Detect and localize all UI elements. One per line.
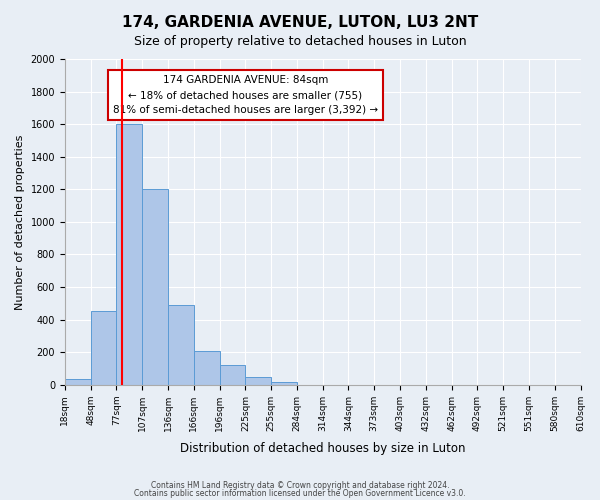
Bar (245, 378, 271, 385)
Bar (142, 190, 168, 385)
Bar (194, 350, 220, 385)
Bar (65, 379, 91, 385)
Bar (91, 310, 116, 385)
Bar (220, 365, 245, 385)
X-axis label: Distribution of detached houses by size in Luton: Distribution of detached houses by size … (180, 442, 466, 455)
Text: Size of property relative to detached houses in Luton: Size of property relative to detached ho… (134, 35, 466, 48)
Bar (168, 305, 194, 385)
Text: Contains public sector information licensed under the Open Government Licence v3: Contains public sector information licen… (134, 488, 466, 498)
Text: 174, GARDENIA AVENUE, LUTON, LU3 2NT: 174, GARDENIA AVENUE, LUTON, LU3 2NT (122, 15, 478, 30)
Text: 174 GARDENIA AVENUE: 84sqm
← 18% of detached houses are smaller (755)
81% of sem: 174 GARDENIA AVENUE: 84sqm ← 18% of deta… (113, 76, 378, 115)
Y-axis label: Number of detached properties: Number of detached properties (15, 134, 25, 310)
Bar (116, 124, 142, 385)
Text: Contains HM Land Registry data © Crown copyright and database right 2024.: Contains HM Land Registry data © Crown c… (151, 481, 449, 490)
Bar (271, 382, 297, 385)
